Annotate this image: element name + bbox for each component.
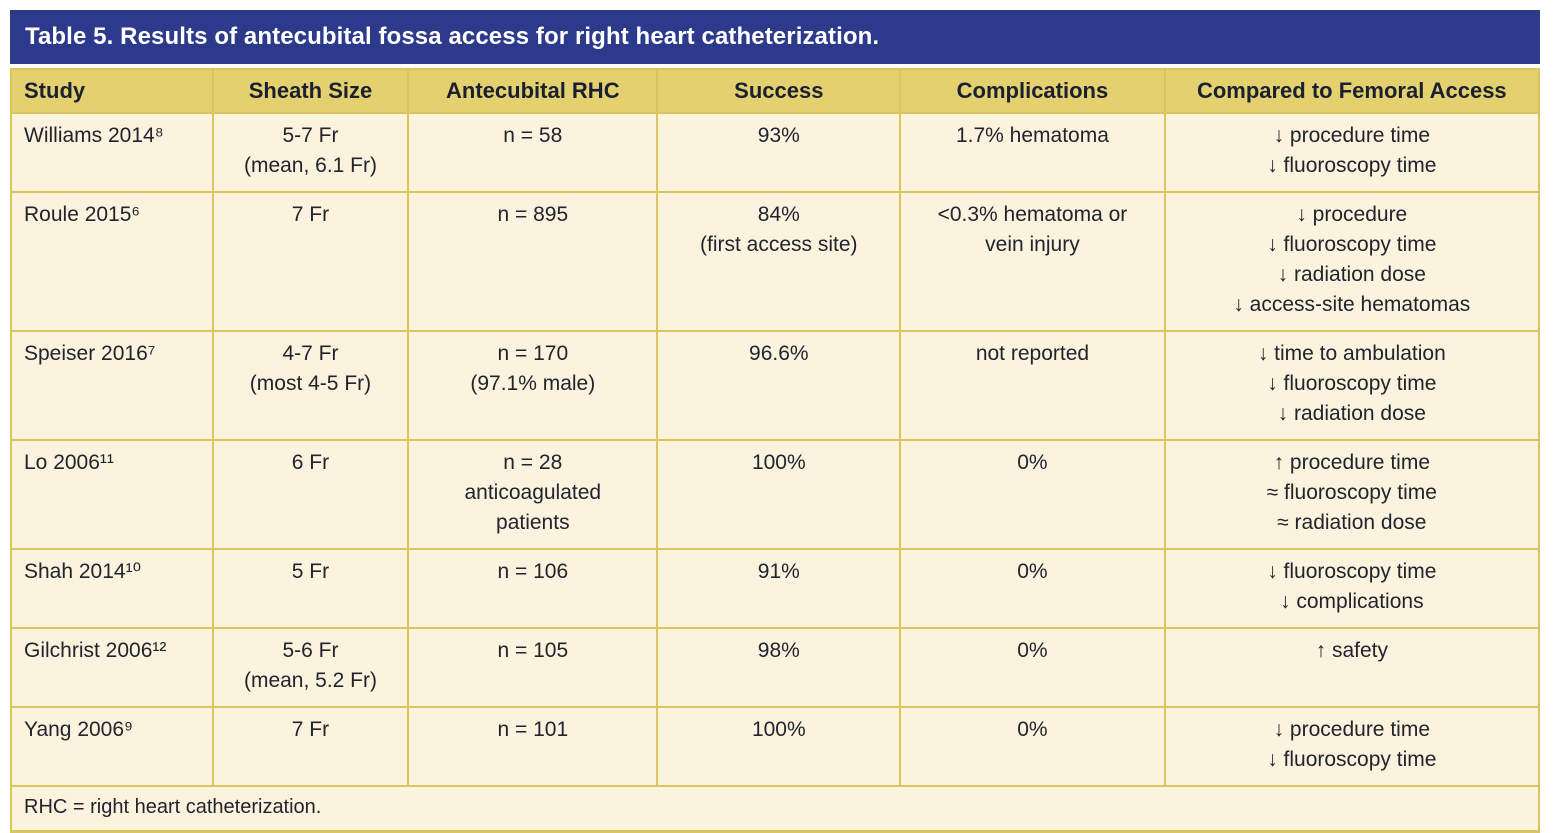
cell-study: Yang 2006⁹ [10,706,214,787]
table-row-roule-2015: Roule 2015⁶ 7 Fr n = 895 84% (first acce… [10,191,1541,332]
cell-antecubital-rhc: n = 895 [407,191,659,332]
column-header-compared-to-femoral: Compared to Femoral Access [1163,68,1541,114]
table-title: Table 5. Results of antecubital fossa ac… [25,23,880,50]
cell-antecubital-rhc: n = 28 anticoagulated patients [407,439,659,550]
cell-success: 84% (first access site) [656,191,902,332]
cell-compared-to-femoral: ↓ procedure time ↓ fluoroscopy time [1163,706,1541,787]
cell-sheath-size: 5 Fr [211,548,410,629]
table-title-bar: Table 5. Results of antecubital fossa ac… [10,10,1540,64]
cell-antecubital-rhc: n = 58 [407,112,659,193]
cell-study: Speiser 2016⁷ [10,330,214,441]
cell-study: Shah 2014¹⁰ [10,548,214,629]
cell-complications: <0.3% hematoma or vein injury [899,191,1166,332]
cell-study: Gilchrist 2006¹² [10,627,214,708]
cell-success: 91% [656,548,902,629]
cell-success: 98% [656,627,902,708]
cell-compared-to-femoral: ↓ time to ambulation ↓ fluoroscopy time … [1163,330,1541,441]
table-row-gilchrist-2006: Gilchrist 2006¹² 5-6 Fr (mean, 5.2 Fr) n… [10,627,1541,708]
table-row-shah-2014: Shah 2014¹⁰ 5 Fr n = 106 91% 0% ↓ fluoro… [10,548,1541,629]
cell-complications: 0% [899,706,1166,787]
cell-sheath-size: 5-7 Fr (mean, 6.1 Fr) [211,112,410,193]
cell-compared-to-femoral: ↓ fluoroscopy time ↓ complications [1163,548,1541,629]
cell-complications: not reported [899,330,1166,441]
table-row-lo-2006: Lo 2006¹¹ 6 Fr n = 28 anticoagulated pat… [10,439,1541,550]
column-header-sheath-size: Sheath Size [211,68,410,114]
cell-antecubital-rhc: n = 170 (97.1% male) [407,330,659,441]
cell-sheath-size: 5-6 Fr (mean, 5.2 Fr) [211,627,410,708]
table-footnote: RHC = right heart catheterization. [10,785,1540,833]
cell-complications: 1.7% hematoma [899,112,1166,193]
cell-sheath-size: 7 Fr [211,706,410,787]
table-row-speiser-2016: Speiser 2016⁷ 4-7 Fr (most 4-5 Fr) n = 1… [10,330,1541,441]
cell-study: Williams 2014⁸ [10,112,214,193]
footnote-row: RHC = right heart catheterization. [10,785,1540,833]
cell-study: Lo 2006¹¹ [10,439,214,550]
cell-antecubital-rhc: n = 101 [407,706,659,787]
cell-antecubital-rhc: n = 106 [407,548,659,629]
cell-complications: 0% [899,627,1166,708]
cell-compared-to-femoral: ↓ procedure time ↓ fluoroscopy time [1163,112,1541,193]
column-header-complications: Complications [899,68,1166,114]
cell-sheath-size: 4-7 Fr (most 4-5 Fr) [211,330,410,441]
cell-success: 100% [656,706,902,787]
cell-sheath-size: 7 Fr [211,191,410,332]
header-row: Study Sheath Size Antecubital RHC Succes… [10,68,1541,114]
results-table: Study Sheath Size Antecubital RHC Succes… [10,68,1541,833]
cell-antecubital-rhc: n = 105 [407,627,659,708]
cell-complications: 0% [899,548,1166,629]
cell-compared-to-femoral: ↓ procedure ↓ fluoroscopy time ↓ radiati… [1163,191,1541,332]
table-row-williams-2014: Williams 2014⁸ 5-7 Fr (mean, 6.1 Fr) n =… [10,112,1541,193]
cell-study: Roule 2015⁶ [10,191,214,332]
cell-success: 96.6% [656,330,902,441]
cell-success: 100% [656,439,902,550]
cell-sheath-size: 6 Fr [211,439,410,550]
cell-compared-to-femoral: ↑ procedure time ≈ fluoroscopy time ≈ ra… [1163,439,1541,550]
cell-complications: 0% [899,439,1166,550]
cell-compared-to-femoral: ↑ safety [1163,627,1541,708]
column-header-antecubital-rhc: Antecubital RHC [407,68,659,114]
table-row-yang-2006: Yang 2006⁹ 7 Fr n = 101 100% 0% ↓ proced… [10,706,1541,787]
column-header-study: Study [10,68,214,114]
cell-success: 93% [656,112,902,193]
page: Table 5. Results of antecubital fossa ac… [10,10,1541,833]
column-header-success: Success [656,68,902,114]
